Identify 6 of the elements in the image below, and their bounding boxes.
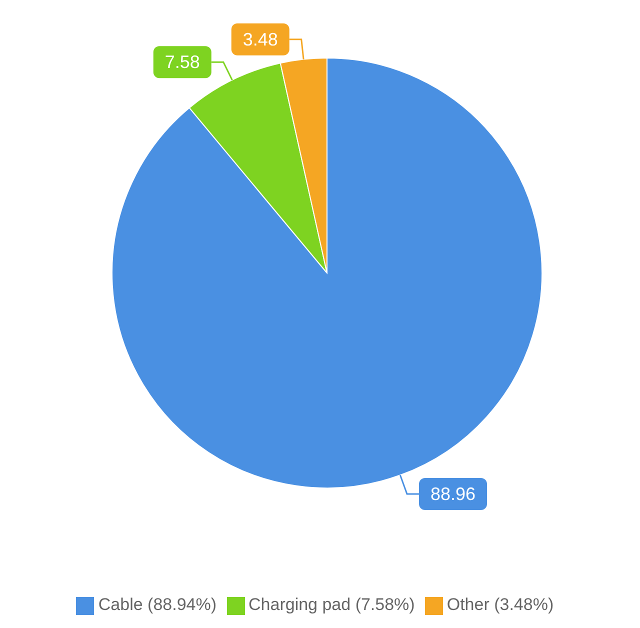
data-label: 7.58 [164,52,200,72]
legend-label: Other (3.48%) [446,595,554,614]
legend-label: Cable (88.94%) [98,595,217,614]
legend-label: Charging pad (7.58%) [248,595,415,614]
data-label: 88.96 [430,484,476,504]
data-label: 3.48 [242,29,278,50]
